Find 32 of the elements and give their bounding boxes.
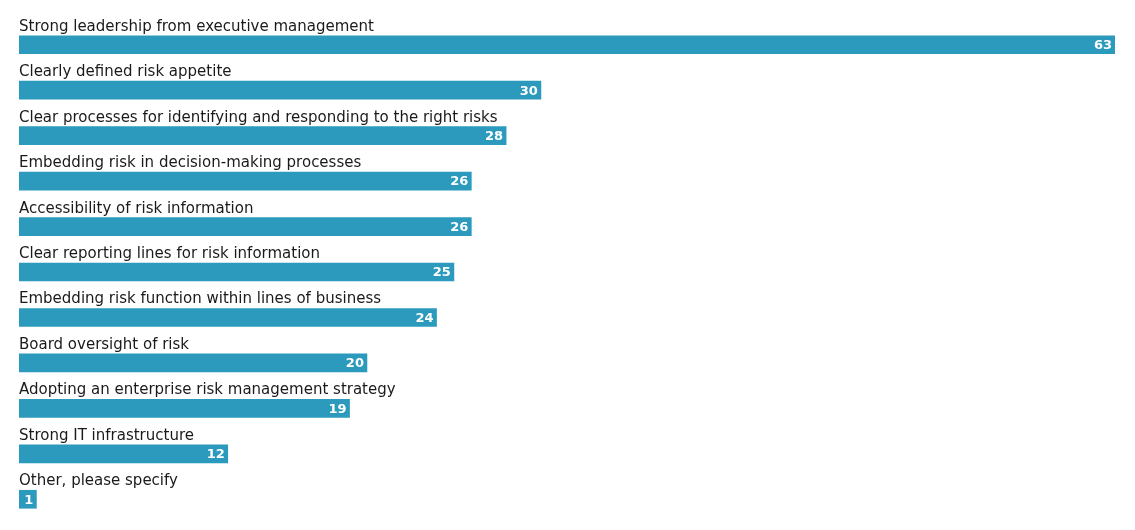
bar <box>19 444 229 464</box>
y-tick-label: Strong leadership from executive management <box>19 16 375 35</box>
data-label: 20 <box>345 355 364 371</box>
y-tick-label: Board oversight of risk <box>19 334 190 353</box>
bar <box>19 35 1115 55</box>
bar <box>19 399 350 418</box>
data-label: 63 <box>1093 37 1112 53</box>
data-label: 26 <box>450 173 469 189</box>
y-tick-label: Clearly defined risk appetite <box>19 62 232 81</box>
bar <box>19 126 507 145</box>
bar <box>19 353 368 373</box>
y-tick-label: Adopting an enterprise risk management strategy <box>19 380 396 399</box>
y-tick-label: Clear reporting lines for risk information <box>19 244 320 262</box>
y-tick-label: Embedding risk in decision-making processes <box>19 153 362 172</box>
data-label: 25 <box>432 264 451 280</box>
bar <box>19 262 455 282</box>
bar <box>19 171 472 191</box>
data-label: 24 <box>415 309 434 325</box>
data-label: 28 <box>485 128 504 144</box>
y-tick-label: Other, please specify <box>19 471 179 490</box>
data-label: 30 <box>519 82 538 98</box>
data-label: 1 <box>24 491 34 507</box>
y-tick-label: Strong IT infrastructure <box>19 425 194 444</box>
bar <box>19 308 437 327</box>
data-label: 26 <box>450 218 469 234</box>
data-label: 12 <box>206 446 225 462</box>
bar <box>19 217 472 236</box>
data-label: 19 <box>328 400 347 416</box>
y-tick-label: Embedding risk function within lines of business <box>19 289 382 308</box>
y-tick-label: Clear processes for identifying and responding to the right risks <box>19 107 498 126</box>
bar <box>19 80 542 100</box>
y-tick-label: Accessibility of risk information <box>19 198 254 217</box>
